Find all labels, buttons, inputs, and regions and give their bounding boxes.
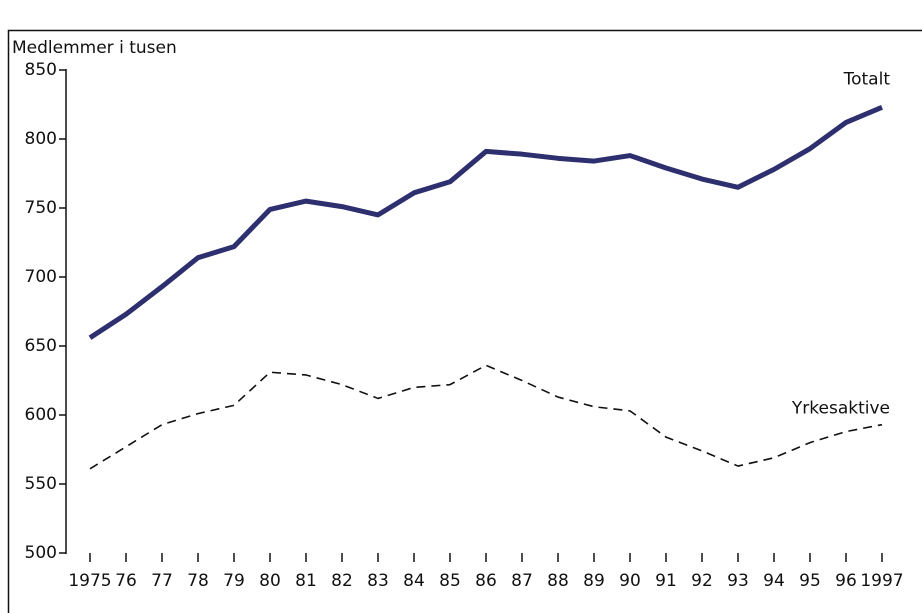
x-tick-label: 89 <box>583 571 605 591</box>
x-tick-label: 1997 <box>860 571 903 591</box>
series-line <box>88 104 883 340</box>
chart-frame <box>7 29 922 613</box>
x-tick-label: 81 <box>295 571 317 591</box>
x-tick-label: 88 <box>547 571 569 591</box>
x-tick-label: 95 <box>799 571 821 591</box>
y-tick-label: 600 <box>25 405 57 425</box>
x-tick-label: 85 <box>439 571 461 591</box>
y-tick-label: 500 <box>25 543 57 563</box>
x-tick-label: 87 <box>511 571 533 591</box>
y-tick-label: 750 <box>25 198 57 218</box>
x-tick-label: 1975 <box>68 571 111 591</box>
x-tick-label: 79 <box>223 571 245 591</box>
y-tick-label: 550 <box>25 474 57 494</box>
x-tick-label: 76 <box>115 571 137 591</box>
x-tick-label: 83 <box>367 571 389 591</box>
x-tick-label: 80 <box>259 571 281 591</box>
x-tick-label: 78 <box>187 571 209 591</box>
x-tick-label: 82 <box>331 571 353 591</box>
y-tick-label: 800 <box>25 129 57 149</box>
x-tick-label: 86 <box>475 571 497 591</box>
x-tick-label: 92 <box>691 571 713 591</box>
series-line <box>89 364 883 470</box>
y-tick-label: 650 <box>25 336 57 356</box>
y-axis-label: Medlemmer i tusen <box>12 38 177 58</box>
x-tick-label: 90 <box>619 571 641 591</box>
y-tick-label: 700 <box>25 267 57 287</box>
y-tick-label: 850 <box>25 60 57 80</box>
x-tick-label: 93 <box>727 571 749 591</box>
x-tick-label: 96 <box>835 571 857 591</box>
x-tick-label: 94 <box>763 571 785 591</box>
x-tick-label: 91 <box>655 571 677 591</box>
series-label: Yrkesaktive <box>791 399 890 419</box>
x-tick-label: 84 <box>403 571 425 591</box>
x-tick-label: 77 <box>151 571 173 591</box>
series-label: Totalt <box>843 69 891 89</box>
